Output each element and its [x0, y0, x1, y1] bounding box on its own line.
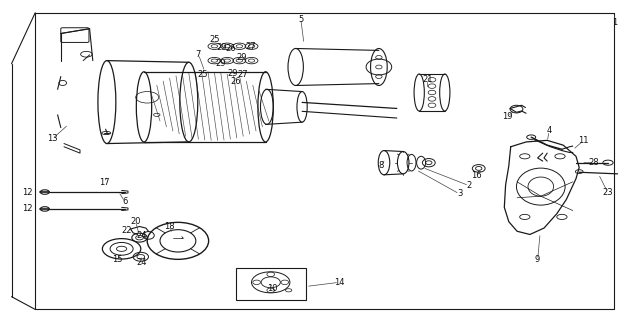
Text: 12: 12 [22, 188, 33, 197]
Text: 20: 20 [131, 217, 141, 226]
Text: 28: 28 [589, 158, 599, 167]
Bar [236, 268, 306, 300]
Text: 19: 19 [502, 112, 513, 121]
Text: 16: 16 [472, 171, 482, 180]
Text: 26: 26 [230, 77, 241, 86]
Text: 11: 11 [579, 136, 589, 145]
Text: 22: 22 [122, 226, 132, 235]
Text: 4: 4 [547, 126, 552, 135]
Text: 6: 6 [122, 197, 127, 206]
Text: 3: 3 [457, 189, 462, 198]
Text: 25: 25 [197, 70, 207, 78]
Text: 14: 14 [334, 278, 344, 287]
Ellipse shape [40, 207, 49, 211]
Text: 29: 29 [216, 59, 226, 68]
Text: 1: 1 [612, 18, 617, 27]
Text: 26: 26 [225, 44, 236, 53]
Text: 25: 25 [209, 35, 220, 44]
Text: 12: 12 [22, 204, 33, 213]
Text: 5: 5 [298, 15, 303, 24]
Text: 10: 10 [267, 284, 277, 293]
Text: 9: 9 [535, 256, 540, 264]
Text: 27: 27 [246, 42, 256, 51]
Text: 21: 21 [422, 75, 433, 84]
Text: 27: 27 [238, 70, 248, 78]
Text: 7: 7 [196, 50, 201, 59]
Text: 8: 8 [379, 161, 384, 170]
Text: 24: 24 [137, 258, 147, 267]
Text: 24: 24 [137, 231, 147, 240]
Text: 2: 2 [467, 181, 472, 190]
Text: 17: 17 [99, 178, 109, 187]
Text: 29: 29 [217, 43, 227, 52]
Ellipse shape [40, 190, 49, 194]
Text: 29: 29 [227, 69, 237, 78]
Text: 23: 23 [603, 189, 613, 197]
Text: 13: 13 [47, 134, 58, 143]
Text: 18: 18 [164, 222, 175, 231]
Text: 29: 29 [237, 53, 247, 62]
Text: 15: 15 [112, 256, 122, 264]
